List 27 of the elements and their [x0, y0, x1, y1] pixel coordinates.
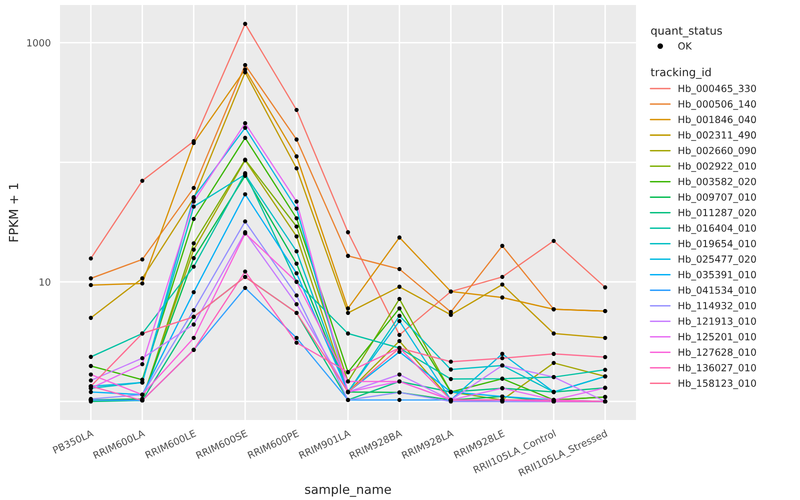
y-axis-title: FPKM + 1 — [8, 184, 18, 242]
legend-label: Hb_000506_140 — [678, 100, 756, 110]
legend-label: Hb_136027_010 — [678, 364, 756, 374]
y-tick-label: 10 — [40, 278, 50, 286]
legend-label: Hb_009707_010 — [678, 193, 756, 203]
text: tracking_id — [650, 68, 711, 79]
text: OK — [678, 42, 692, 50]
legend-label: Hb_041534_010 — [678, 286, 756, 296]
legend-label: Hb_127628_010 — [678, 348, 756, 358]
legend-label: Hb_121913_010 — [678, 317, 756, 327]
legend-label: Hb_016404_010 — [678, 224, 756, 234]
legend-label: Hb_125201_010 — [678, 332, 756, 342]
legend-label: Hb_019654_010 — [678, 240, 756, 250]
legend-label: Hb_000465_330 — [678, 84, 756, 94]
legend-label: Hb_003582_020 — [678, 178, 756, 188]
legend-label: Hb_114932_010 — [678, 302, 756, 312]
legend-label: Hb_158123_010 — [678, 379, 756, 390]
y-tick-label: 1000 — [27, 39, 50, 46]
legend-label: Hb_002311_490 — [678, 131, 756, 141]
text: quant_status — [651, 26, 722, 38]
x-axis-title: sample_name — [305, 484, 391, 497]
legend-label: Hb_002660_090 — [678, 146, 756, 156]
legend-label: Hb_001846_040 — [678, 116, 756, 126]
legend-label: Hb_035391_010 — [678, 270, 756, 280]
legend-label: Hb_025477_020 — [678, 255, 756, 265]
legend-label: Hb_002922_010 — [678, 162, 756, 172]
legend-label: Hb_011287_020 — [678, 208, 756, 218]
